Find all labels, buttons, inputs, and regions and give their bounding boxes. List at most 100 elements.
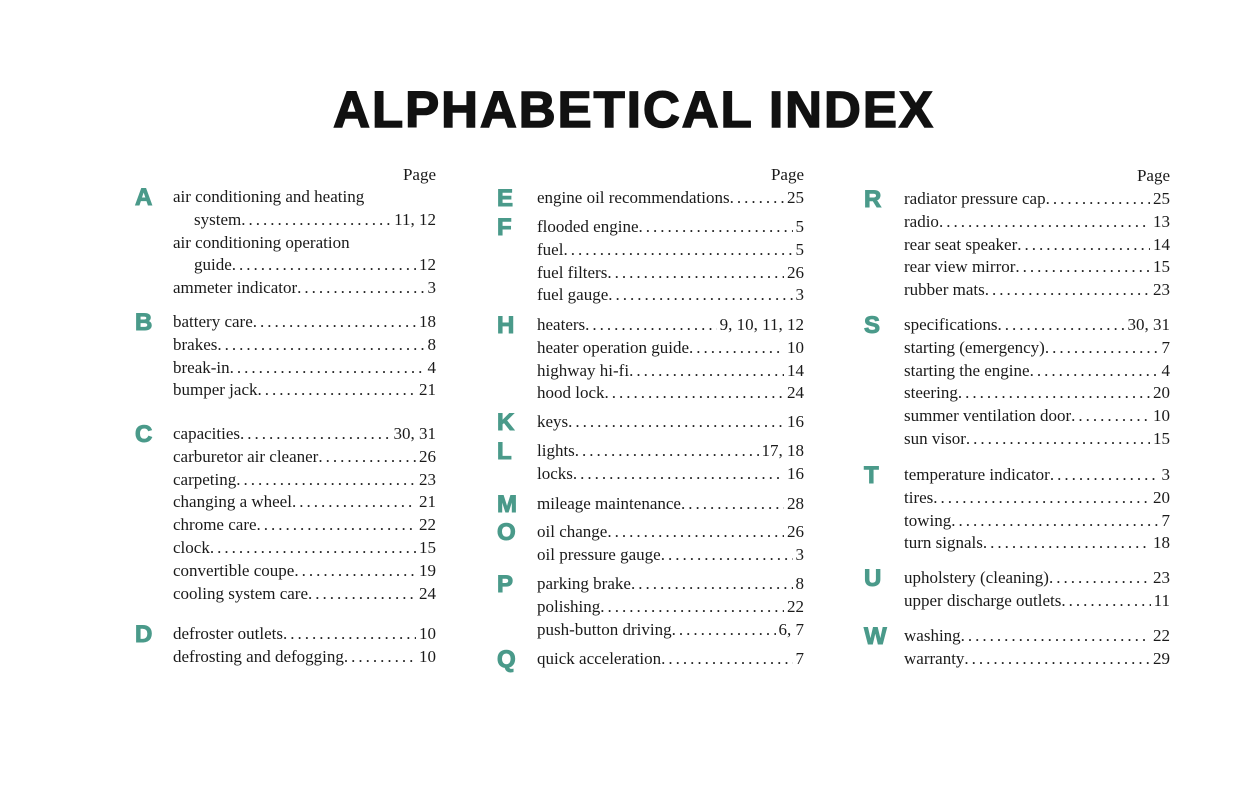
index-entry: locks...................................… — [537, 463, 804, 485]
dot-leader: ........................................… — [951, 510, 1158, 530]
entry-label: upper discharge outlets — [904, 590, 1062, 610]
index-entry: upper discharge outlets.................… — [904, 590, 1170, 612]
index-entry: carpeting...............................… — [173, 469, 436, 491]
index-entry: radiator pressure cap...................… — [904, 188, 1170, 210]
entry-page: 10 — [787, 337, 804, 357]
dot-leader: ........................................… — [294, 560, 416, 580]
entry-page: 24 — [787, 383, 804, 403]
entry-page: 18 — [419, 312, 436, 331]
index-entry: defrosting and defogging................… — [173, 646, 436, 668]
index-entry: push-button driving.....................… — [537, 619, 804, 641]
index-entry: rear seat speaker.......................… — [904, 234, 1170, 256]
index-entry: mileage maintenance.....................… — [537, 493, 804, 515]
entry-page: 10 — [419, 646, 436, 666]
dot-leader: ........................................… — [1045, 189, 1150, 208]
index-entry: changing a wheel........................… — [173, 491, 436, 513]
dot-leader: ........................................… — [1017, 234, 1150, 254]
entry-label: sun visor — [904, 429, 966, 448]
index-entry: towing..................................… — [904, 510, 1170, 532]
dot-leader: ........................................… — [574, 441, 759, 460]
page-column-header: Page — [770, 165, 804, 184]
entry-label: summer ventilation door — [904, 406, 1072, 426]
dot-leader: ........................................… — [629, 360, 784, 380]
section-letter-f: F — [497, 214, 513, 241]
entry-label: radiator pressure cap — [904, 189, 1046, 208]
index-entry: air conditioning operation — [173, 232, 436, 254]
section-letter-p: P — [496, 571, 514, 598]
dot-leader: ........................................… — [933, 487, 1150, 507]
dot-leader: ........................................… — [585, 315, 717, 334]
section-letter-r: R — [863, 186, 882, 213]
entry-page: 3 — [1161, 465, 1171, 484]
entry-label: heater operation guide — [537, 337, 689, 357]
dot-leader: ........................................… — [229, 357, 425, 377]
dot-leader: ........................................… — [661, 649, 793, 668]
index-entry: warranty................................… — [904, 648, 1170, 670]
entry-label: air conditioning and heating — [173, 187, 365, 206]
entry-page: 20 — [1153, 383, 1170, 403]
entry-page: 30, 31 — [1127, 315, 1171, 334]
index-entry: specifications..........................… — [904, 314, 1170, 336]
dot-leader: ........................................… — [240, 424, 390, 443]
index-entry: clock...................................… — [173, 537, 436, 559]
entry-page: 22 — [419, 515, 436, 535]
entry-page: 30, 31 — [393, 424, 437, 443]
index-entry: fuel....................................… — [537, 239, 804, 261]
entry-page: 22 — [1153, 626, 1170, 645]
dot-leader: ........................................… — [1044, 337, 1159, 357]
index-entry: oil pressure gauge......................… — [537, 544, 804, 566]
dot-leader: ........................................… — [997, 315, 1124, 334]
index-entry: turn signals............................… — [904, 532, 1170, 554]
page-column-header: Page — [1136, 166, 1170, 185]
entry-label: system — [194, 209, 242, 229]
section-letter-h: H — [496, 312, 515, 339]
entry-label: guide — [194, 255, 232, 275]
entry-page: 7 — [795, 649, 805, 668]
section-letter-c: C — [134, 421, 153, 448]
entry-label: turn signals — [904, 533, 983, 553]
entry-label: push-button driving — [537, 619, 672, 639]
entry-page: 9, 10, 11, 12 — [719, 315, 804, 334]
dot-leader: ........................................… — [607, 522, 784, 541]
index-entry: cooling system care.....................… — [173, 583, 436, 605]
entry-label: towing — [904, 510, 952, 530]
page-title: ALPHABETICAL INDEX — [332, 80, 935, 139]
index-entry: starting the engine.....................… — [904, 360, 1170, 382]
entry-page: 4 — [427, 357, 437, 377]
entry-page: 5 — [795, 217, 805, 236]
entry-label: carburetor air cleaner — [173, 446, 319, 466]
dot-leader: ........................................… — [960, 626, 1150, 645]
entry-page: 11, 12 — [394, 209, 436, 229]
entry-page: 26 — [787, 522, 804, 541]
entry-label: highway hi-fi — [537, 360, 630, 380]
entry-page: 17, 18 — [761, 441, 805, 460]
entry-label: ammeter indicator — [173, 278, 298, 298]
index-entry: summer ventilation door.................… — [904, 405, 1170, 427]
entry-label: fuel gauge — [537, 285, 609, 305]
index-entry: highway hi-fi...........................… — [537, 360, 804, 382]
entry-label: rubber mats — [904, 280, 985, 300]
index-entry: oil change..............................… — [537, 521, 804, 543]
section-letter-q: Q — [497, 646, 517, 673]
index-entry: parking brake...........................… — [537, 573, 804, 595]
index-entry: brakes..................................… — [173, 334, 436, 356]
entry-label: starting (emergency) — [904, 337, 1045, 357]
section-letter-s: S — [863, 312, 881, 339]
index-entry: bumper jack.............................… — [173, 379, 436, 401]
entry-label: break-in — [173, 357, 230, 377]
index-entry: break-in................................… — [173, 357, 436, 379]
dot-leader: ........................................… — [1048, 568, 1150, 587]
entry-page: 3 — [795, 544, 805, 564]
dot-leader: ........................................… — [209, 538, 416, 557]
entry-page: 26 — [787, 262, 804, 282]
index-entry: tires...................................… — [904, 487, 1170, 509]
entry-label: warranty — [904, 648, 965, 668]
entry-label: locks — [537, 463, 573, 483]
dot-leader: ........................................… — [607, 262, 784, 282]
entry-label: radio — [904, 211, 939, 231]
entry-label: hood lock — [537, 383, 605, 403]
section-letter-d: D — [134, 621, 153, 648]
entry-page: 26 — [419, 446, 436, 466]
entry-label: oil change — [537, 522, 608, 541]
dot-leader: ........................................… — [638, 217, 793, 236]
